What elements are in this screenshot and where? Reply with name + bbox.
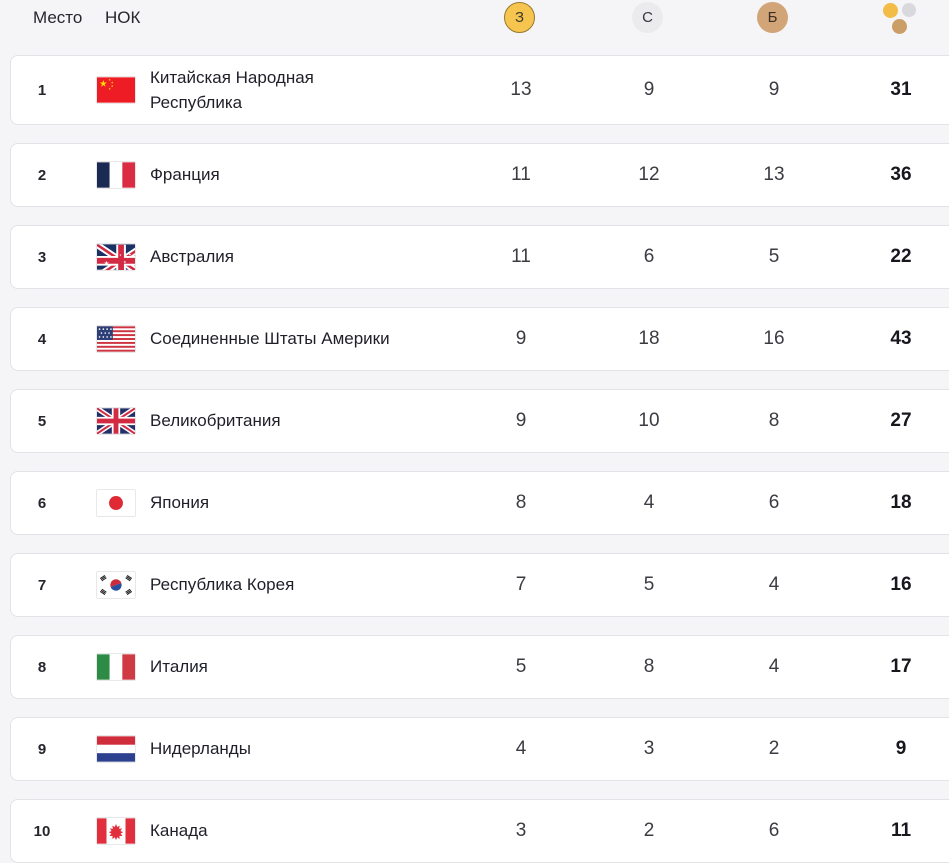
silver-count: 18 xyxy=(638,328,660,349)
column-header-place: Место xyxy=(33,8,83,27)
france-flag xyxy=(97,162,135,188)
country-name: Италия xyxy=(150,657,208,677)
silver-count: 6 xyxy=(643,246,655,267)
table-row-france[interactable]: 2 Франция 11 12 13 36 xyxy=(10,143,949,207)
bronze-count: 9 xyxy=(768,79,780,100)
table-row-australia[interactable]: 3 Австралия 11 6 5 22 xyxy=(10,225,949,289)
bronze-count: 2 xyxy=(768,738,780,759)
total-count: 43 xyxy=(890,328,912,349)
bronze-count: 8 xyxy=(768,410,780,431)
table-row-usa[interactable]: 4 Соединенные Штаты Америки 9 18 16 43 xyxy=(10,307,949,371)
gold-count: 9 xyxy=(515,328,527,349)
total-count: 22 xyxy=(890,246,912,267)
gold-count: 13 xyxy=(510,79,532,100)
country-name: Нидерланды xyxy=(150,739,251,759)
bronze-count: 13 xyxy=(763,164,785,185)
silver-count: 12 xyxy=(638,164,660,185)
rank-cell: 5 xyxy=(37,412,47,430)
country-name: Республика Корея xyxy=(150,575,295,595)
country-name: Япония xyxy=(150,493,210,513)
total-count: 9 xyxy=(895,738,907,759)
rank-cell: 4 xyxy=(37,330,47,348)
usa-flag xyxy=(97,326,135,352)
rank-cell: 9 xyxy=(37,740,47,758)
china-flag xyxy=(97,77,135,103)
silver-count: 4 xyxy=(643,492,655,513)
bronze-medal-icon: Б xyxy=(757,2,788,33)
country-name: Австралия xyxy=(150,247,234,267)
canada-flag xyxy=(97,818,135,844)
rank-cell: 2 xyxy=(37,166,47,184)
gold-dot-icon xyxy=(883,3,898,18)
country-name: Канада xyxy=(150,821,208,841)
south-korea-flag xyxy=(97,572,135,598)
table-row-china[interactable]: 1 Китайская Народная Республика 13 9 9 3… xyxy=(10,55,949,125)
medal-table-header: Место НОК З С Б xyxy=(0,0,949,55)
silver-dot-icon xyxy=(902,3,916,17)
australia-flag xyxy=(97,244,135,270)
silver-count: 10 xyxy=(638,410,660,431)
gold-count: 5 xyxy=(515,656,527,677)
total-count: 18 xyxy=(890,492,912,513)
rank-cell: 3 xyxy=(37,248,47,266)
bronze-count: 4 xyxy=(768,656,780,677)
gold-count: 7 xyxy=(515,574,527,595)
rank-cell: 8 xyxy=(37,658,47,676)
bronze-dot-icon xyxy=(892,19,907,34)
total-count: 31 xyxy=(890,79,912,100)
bronze-count: 4 xyxy=(768,574,780,595)
japan-flag xyxy=(97,490,135,516)
total-count: 16 xyxy=(890,574,912,595)
rank-cell: 6 xyxy=(37,494,47,512)
table-row-canada[interactable]: 10 Канада 3 2 6 11 xyxy=(10,799,949,863)
silver-count: 5 xyxy=(643,574,655,595)
rank-cell: 7 xyxy=(37,576,47,594)
table-row-netherlands[interactable]: 9 Нидерланды 4 3 2 9 xyxy=(10,717,949,781)
gold-count: 11 xyxy=(511,246,531,267)
table-row-italy[interactable]: 8 Италия 5 8 4 17 xyxy=(10,635,949,699)
bronze-count: 16 xyxy=(763,328,785,349)
column-header-noc: НОК xyxy=(105,8,141,27)
table-row-great-britain[interactable]: 5 Великобритания 9 10 8 27 xyxy=(10,389,949,453)
bronze-count: 6 xyxy=(768,820,780,841)
table-row-japan[interactable]: 6 Япония 8 4 6 18 xyxy=(10,471,949,535)
gold-medal-icon: З xyxy=(504,2,535,33)
gold-count: 11 xyxy=(511,164,531,185)
silver-count: 9 xyxy=(643,79,655,100)
great-britain-flag xyxy=(97,408,135,434)
gold-count: 8 xyxy=(515,492,527,513)
netherlands-flag xyxy=(97,736,135,762)
bronze-count: 5 xyxy=(768,246,780,267)
italy-flag xyxy=(97,654,135,680)
total-count: 11 xyxy=(890,820,912,841)
total-count: 17 xyxy=(890,656,912,677)
silver-count: 3 xyxy=(643,738,655,759)
gold-count: 9 xyxy=(515,410,527,431)
rank-cell: 1 xyxy=(37,81,47,99)
medals-total-icon xyxy=(880,0,922,36)
silver-medal-icon: С xyxy=(632,2,663,33)
silver-count: 8 xyxy=(643,656,655,677)
gold-count: 3 xyxy=(515,820,527,841)
country-name: Китайская Народная Республика xyxy=(150,67,314,113)
table-row-south-korea[interactable]: 7 Республика Корея 7 5 4 16 xyxy=(10,553,949,617)
country-name: Великобритания xyxy=(150,411,281,431)
gold-count: 4 xyxy=(515,738,527,759)
country-name: Соединенные Штаты Америки xyxy=(150,329,390,349)
country-name: Франция xyxy=(150,165,220,185)
bronze-count: 6 xyxy=(768,492,780,513)
total-count: 27 xyxy=(890,410,912,431)
silver-count: 2 xyxy=(643,820,655,841)
total-count: 36 xyxy=(890,164,912,185)
rank-cell: 10 xyxy=(33,822,51,840)
